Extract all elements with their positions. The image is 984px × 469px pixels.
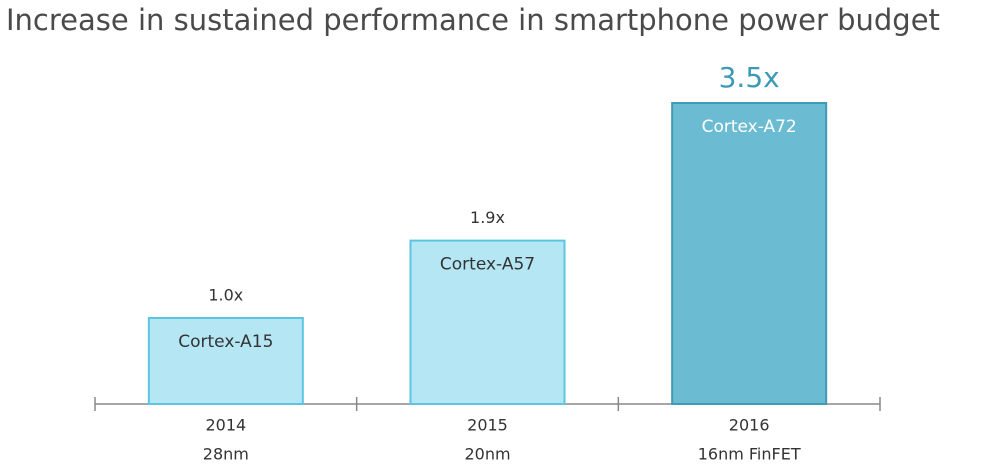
bar (147, 317, 304, 405)
x-tick-label: 2014 (205, 416, 246, 435)
x-tick-label: 2016 (729, 416, 770, 435)
bar (409, 239, 566, 405)
value-label: 1.0x (208, 286, 243, 305)
chart-title: Increase in sustained performance in sma… (6, 3, 940, 37)
bar-label: Cortex-A72 (702, 117, 797, 137)
x-tick-sublabel: 20nm (464, 445, 510, 464)
bar (671, 102, 828, 405)
x-tick-sublabel: 28nm (203, 445, 249, 464)
x-tick-label: 2015 (467, 416, 508, 435)
bar-label: Cortex-A15 (178, 332, 273, 352)
x-tick-sublabel: 16nm FinFET (698, 445, 801, 464)
value-label: 1.9x (470, 208, 505, 227)
value-label: 3.5x (719, 61, 780, 94)
bar-label: Cortex-A57 (440, 255, 535, 275)
